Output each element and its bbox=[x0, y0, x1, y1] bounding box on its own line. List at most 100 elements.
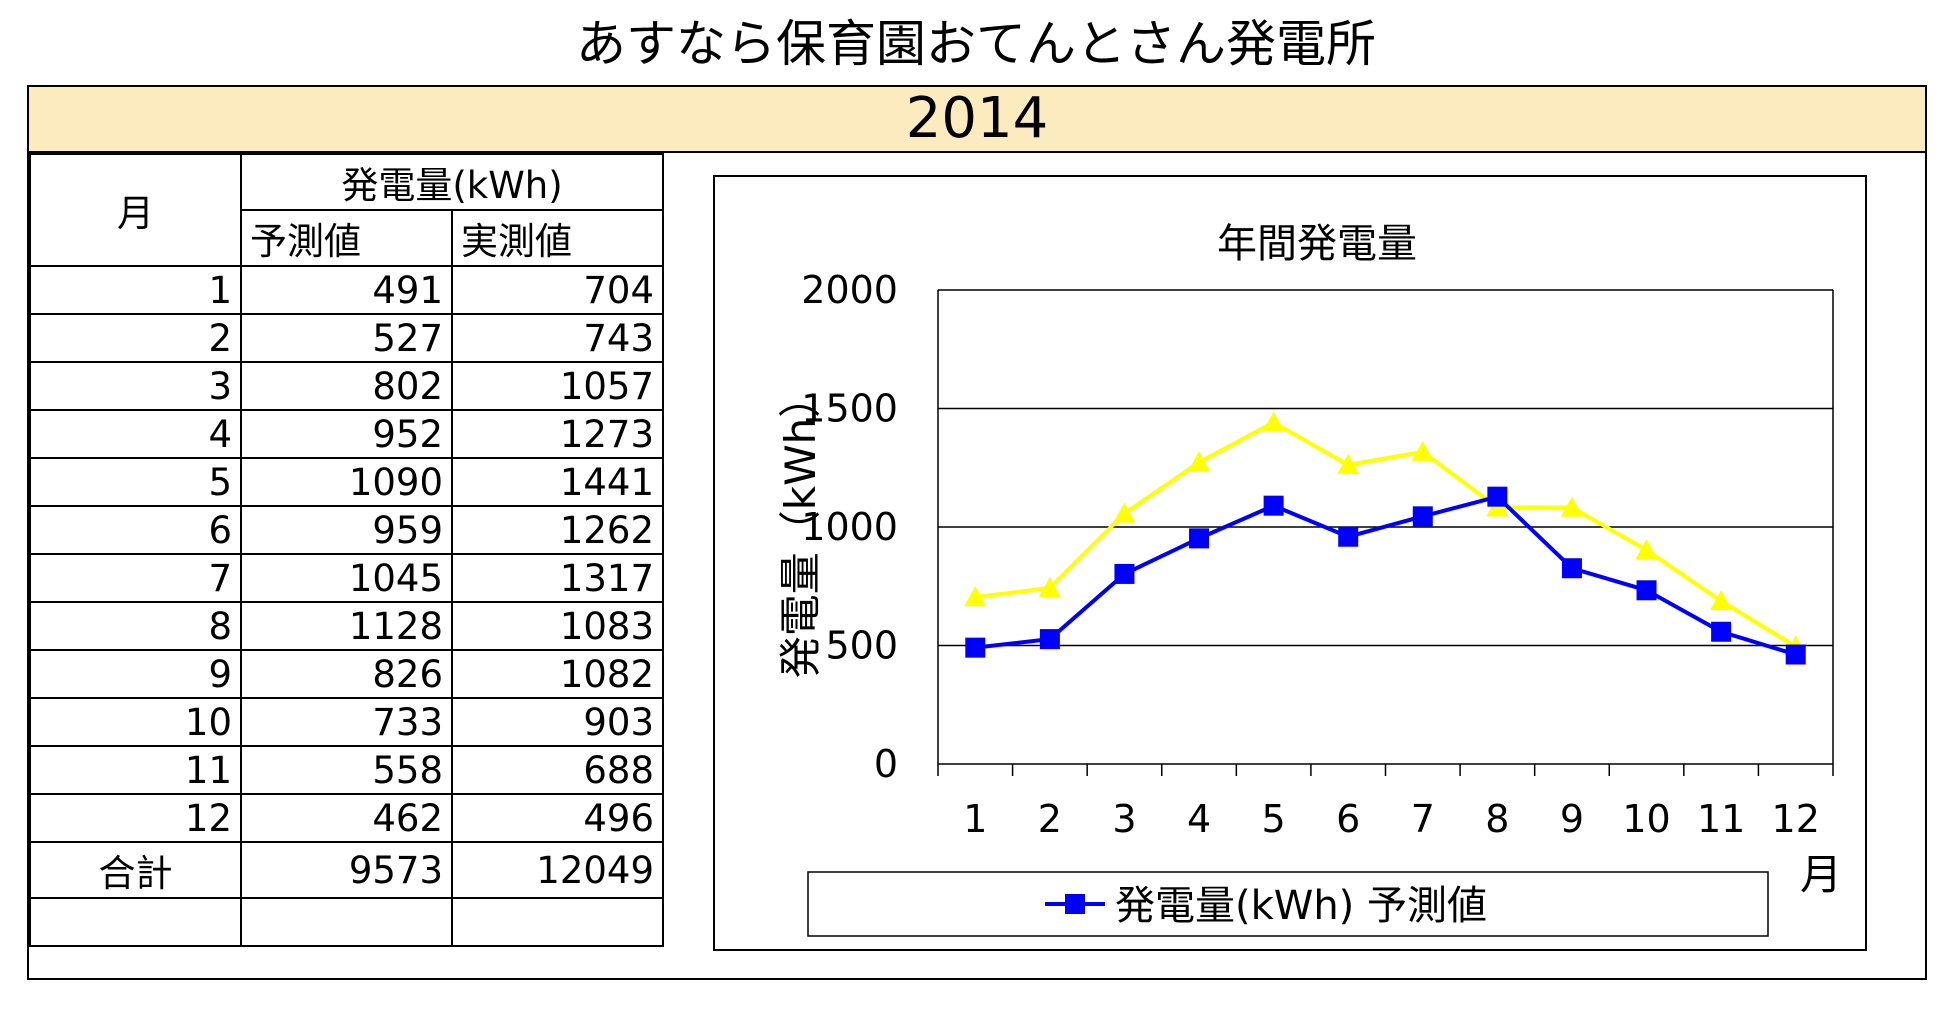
actual-cell: 1262 bbox=[451, 505, 664, 555]
y-axis-label: 発電量（kWh） bbox=[776, 376, 825, 678]
data-point bbox=[965, 637, 986, 658]
predicted-cell: 1128 bbox=[240, 601, 453, 651]
y-tick-label: 500 bbox=[825, 624, 898, 668]
data-point bbox=[1411, 440, 1434, 461]
data-point bbox=[1560, 496, 1583, 517]
x-tick-label: 5 bbox=[1262, 797, 1286, 841]
x-tick-label: 9 bbox=[1560, 797, 1584, 841]
month-cell: 7 bbox=[29, 553, 242, 603]
month-cell: 6 bbox=[29, 505, 242, 555]
data-point bbox=[1338, 526, 1359, 547]
actual-cell: 903 bbox=[451, 697, 664, 747]
table-row: 5 1090 1441 bbox=[29, 457, 664, 507]
x-tick-label: 8 bbox=[1485, 797, 1509, 841]
empty-cell bbox=[29, 897, 242, 947]
x-tick-label: 6 bbox=[1336, 797, 1360, 841]
empty-cell bbox=[240, 897, 453, 947]
x-axis-label: 月 bbox=[1800, 850, 1843, 899]
table-row: 9 826 1082 bbox=[29, 649, 664, 699]
data-point bbox=[1710, 589, 1733, 610]
actual-cell: 688 bbox=[451, 745, 664, 795]
data-point bbox=[1189, 528, 1210, 549]
table-row: 11 558 688 bbox=[29, 745, 664, 795]
predicted-cell: 959 bbox=[240, 505, 453, 555]
predicted-cell: 558 bbox=[240, 745, 453, 795]
y-tick-label: 1000 bbox=[801, 505, 898, 549]
legend-label: 発電量(kWh) 予測値 bbox=[1115, 883, 1487, 929]
table-row: 10 733 903 bbox=[29, 697, 664, 747]
chart-panel: 年間発電量 0 500 1000 1500 2000 1 2 3 4 5 6 7 8 9 10 11 12 発電量（… bbox=[713, 175, 1867, 951]
data-point bbox=[1114, 563, 1135, 584]
month-cell: 5 bbox=[29, 457, 242, 507]
data-point bbox=[1188, 451, 1211, 472]
month-cell: 3 bbox=[29, 361, 242, 411]
x-tick-label: 1 bbox=[963, 797, 987, 841]
data-point bbox=[964, 586, 987, 607]
data-point bbox=[1039, 629, 1060, 650]
data-point bbox=[1711, 621, 1732, 642]
actual-cell: 743 bbox=[451, 313, 664, 363]
month-cell: 11 bbox=[29, 745, 242, 795]
predicted-cell: 1090 bbox=[240, 457, 453, 507]
empty-row bbox=[29, 897, 664, 947]
month-cell: 4 bbox=[29, 409, 242, 459]
x-tick-label: 4 bbox=[1187, 797, 1211, 841]
table-row: 4 952 1273 bbox=[29, 409, 664, 459]
table-row: 1 491 704 bbox=[29, 265, 664, 315]
predicted-cell: 491 bbox=[240, 265, 453, 315]
data-point bbox=[1487, 486, 1508, 507]
actual-cell: 1317 bbox=[451, 553, 664, 603]
y-tick-label: 0 bbox=[874, 742, 898, 786]
data-point bbox=[1635, 538, 1658, 559]
data-point bbox=[1113, 502, 1136, 523]
data-point bbox=[1263, 495, 1284, 516]
legend-marker bbox=[1065, 894, 1085, 914]
table-row: 8 1128 1083 bbox=[29, 601, 664, 651]
actual-cell: 704 bbox=[451, 265, 664, 315]
x-tick-label: 3 bbox=[1112, 797, 1136, 841]
month-cell: 12 bbox=[29, 793, 242, 843]
y-tick-label: 1500 bbox=[801, 387, 898, 431]
year-banner: 2014 bbox=[29, 87, 1925, 153]
total-actual: 12049 bbox=[451, 841, 664, 899]
predicted-cell: 527 bbox=[240, 313, 453, 363]
page-title: あすなら保育園おてんとさん発電所 bbox=[576, 15, 1376, 73]
x-tick-label: 7 bbox=[1411, 797, 1435, 841]
month-cell: 2 bbox=[29, 313, 242, 363]
data-point bbox=[1636, 580, 1657, 601]
x-tick-label: 10 bbox=[1622, 797, 1670, 841]
x-tick-label: 11 bbox=[1697, 797, 1745, 841]
total-predicted: 9573 bbox=[240, 841, 453, 899]
header-predicted: 予測値 bbox=[240, 209, 453, 267]
series-line bbox=[975, 494, 1797, 657]
header-generation: 発電量(kWh) bbox=[240, 153, 664, 211]
actual-cell: 1082 bbox=[451, 649, 664, 699]
data-point bbox=[1262, 411, 1285, 432]
predicted-cell: 826 bbox=[240, 649, 453, 699]
table-row: 7 1045 1317 bbox=[29, 553, 664, 603]
total-label: 合計 bbox=[29, 841, 242, 899]
predicted-cell: 952 bbox=[240, 409, 453, 459]
table-row: 6 959 1262 bbox=[29, 505, 664, 555]
y-tick-label: 2000 bbox=[801, 268, 898, 312]
x-tick-label: 2 bbox=[1038, 797, 1062, 841]
month-cell: 9 bbox=[29, 649, 242, 699]
predicted-cell: 462 bbox=[240, 793, 453, 843]
table-row: 2 527 743 bbox=[29, 313, 664, 363]
predicted-cell: 802 bbox=[240, 361, 453, 411]
predicted-cell: 733 bbox=[240, 697, 453, 747]
empty-cell bbox=[451, 897, 664, 947]
chart-title: 年間発電量 bbox=[1217, 221, 1417, 267]
table-row: 12 462 496 bbox=[29, 793, 664, 843]
legend-box bbox=[807, 871, 1769, 937]
month-cell: 8 bbox=[29, 601, 242, 651]
data-point bbox=[1337, 453, 1360, 474]
data-point bbox=[1038, 576, 1061, 597]
total-row: 合計 9573 12049 bbox=[29, 841, 664, 899]
actual-cell: 1057 bbox=[451, 361, 664, 411]
report-frame: 2014 月 発電量(kWh) 予測値 実測値 1 491 704 2 527 743 3 8… bbox=[27, 85, 1927, 980]
x-tick-label: 12 bbox=[1772, 797, 1820, 841]
actual-cell: 1273 bbox=[451, 409, 664, 459]
data-point bbox=[1561, 558, 1582, 579]
